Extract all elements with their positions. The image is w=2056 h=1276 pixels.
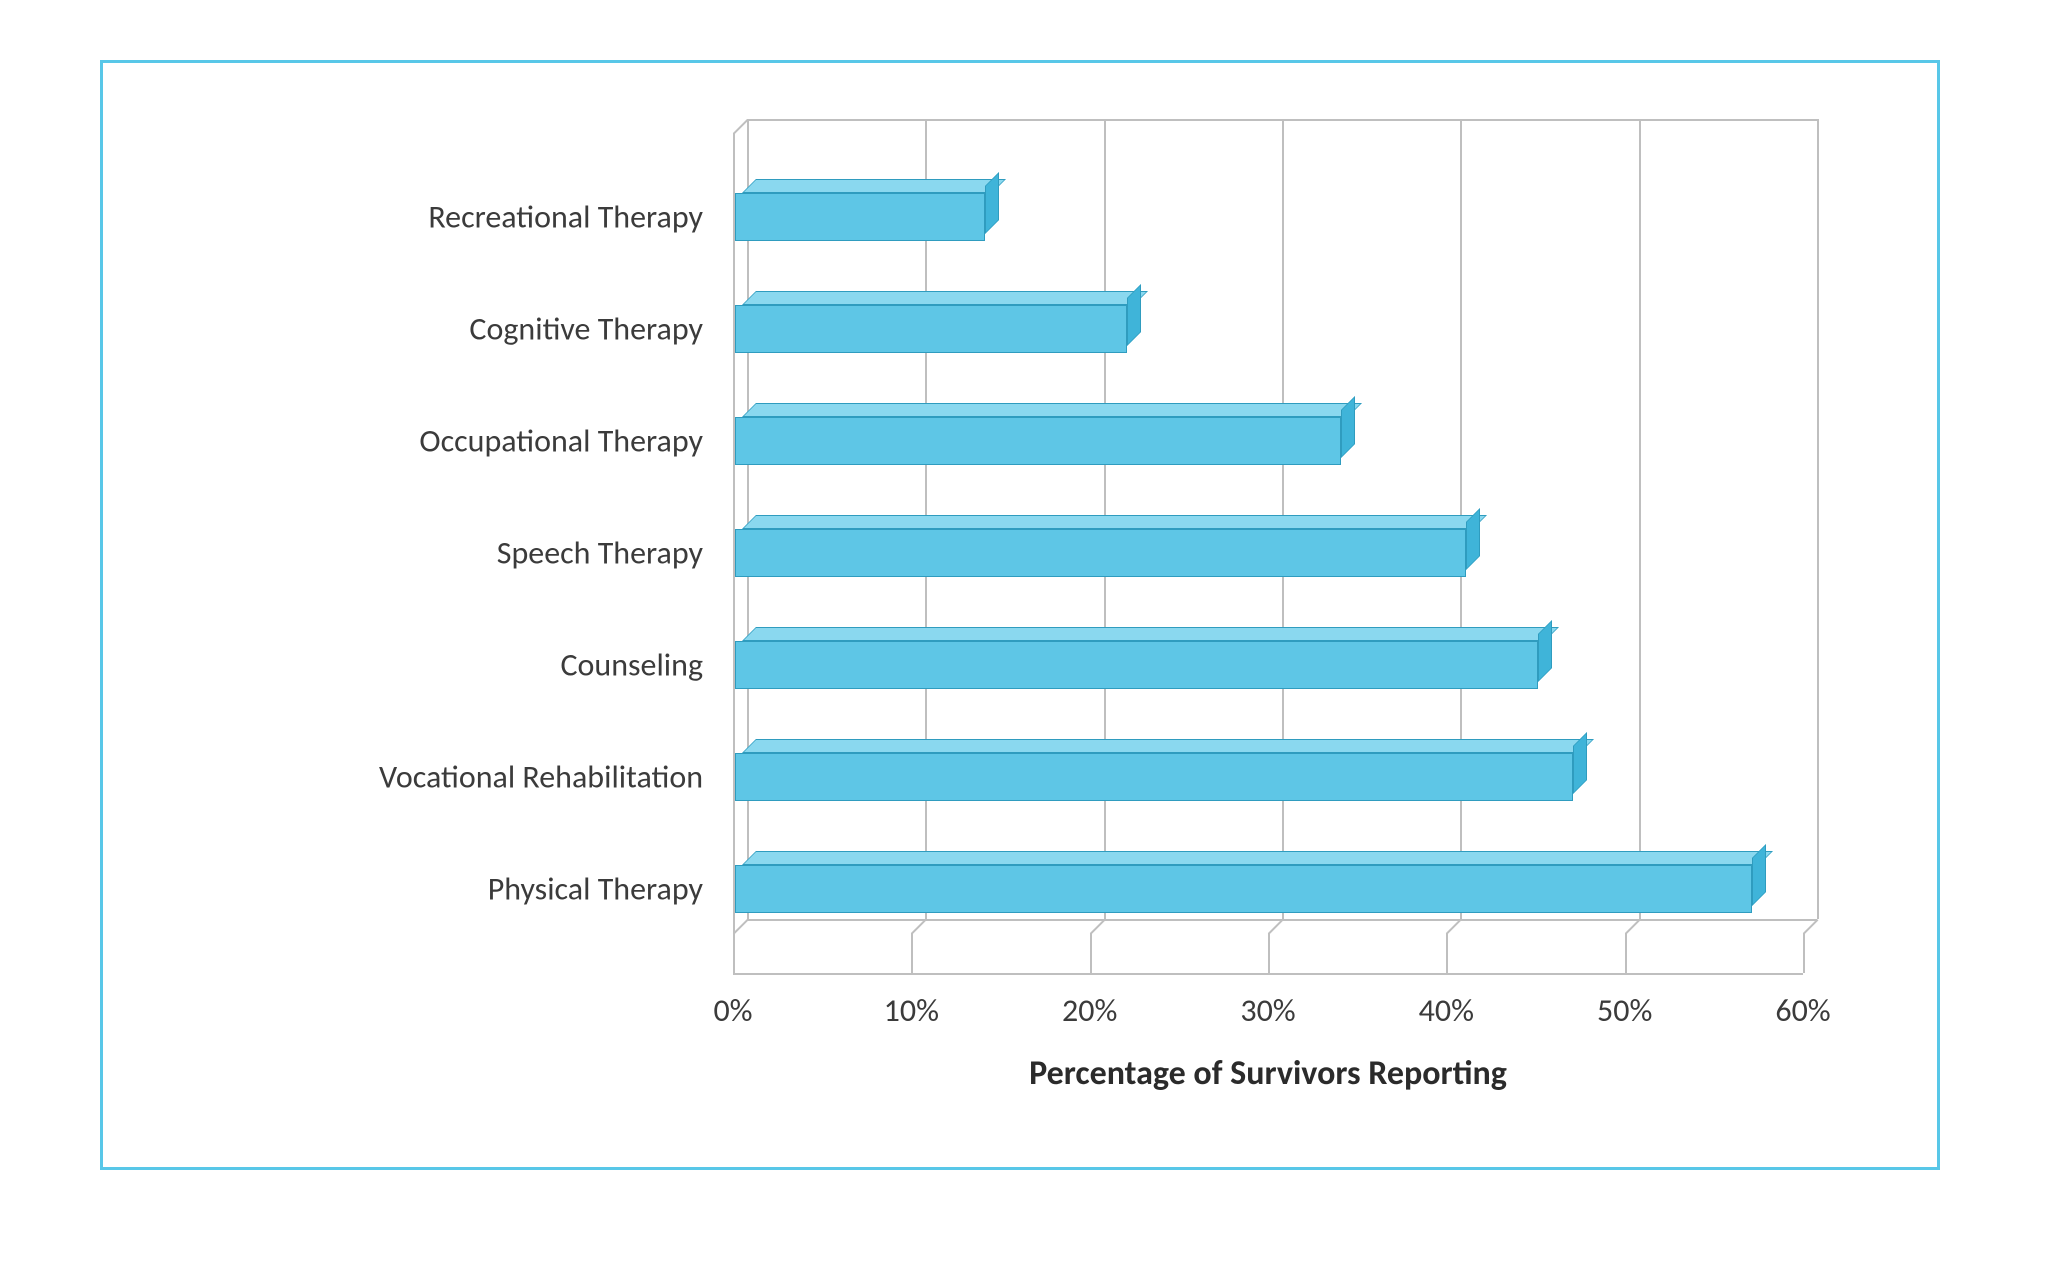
category-label: Counseling (560, 646, 703, 685)
x-axis-title: Percentage of Survivors Reporting (1029, 1053, 1507, 1094)
bar (735, 641, 1538, 689)
category-label: Cognitive Therapy (469, 310, 703, 349)
bar (735, 193, 985, 241)
chart-area: Recreational TherapyCognitive TherapyOcc… (473, 103, 1853, 1003)
category-label: Speech Therapy (497, 534, 703, 573)
x-tick-label: 20% (1062, 991, 1117, 1030)
bar (735, 753, 1573, 801)
bar (735, 305, 1127, 353)
plot-floor (733, 933, 1803, 973)
plot-area: Recreational TherapyCognitive TherapyOcc… (733, 133, 1803, 933)
x-tick-label: 30% (1240, 991, 1295, 1030)
x-tick-label: 0% (713, 991, 752, 1030)
x-tick-label: 60% (1775, 991, 1830, 1030)
category-label: Recreational Therapy (428, 198, 703, 237)
x-tick-label: 50% (1597, 991, 1652, 1030)
chart-frame: Recreational Therapy Cognitive Therapy Occ… (100, 60, 1940, 1170)
category-label: Physical Therapy (488, 870, 703, 909)
x-tick-label: 10% (884, 991, 939, 1030)
bar (735, 417, 1341, 465)
category-label: Vocational Rehabilitation (379, 758, 703, 797)
category-label: Occupational Therapy (419, 422, 703, 461)
bar (735, 529, 1466, 577)
bar (735, 865, 1752, 913)
x-tick-label: 40% (1419, 991, 1474, 1030)
